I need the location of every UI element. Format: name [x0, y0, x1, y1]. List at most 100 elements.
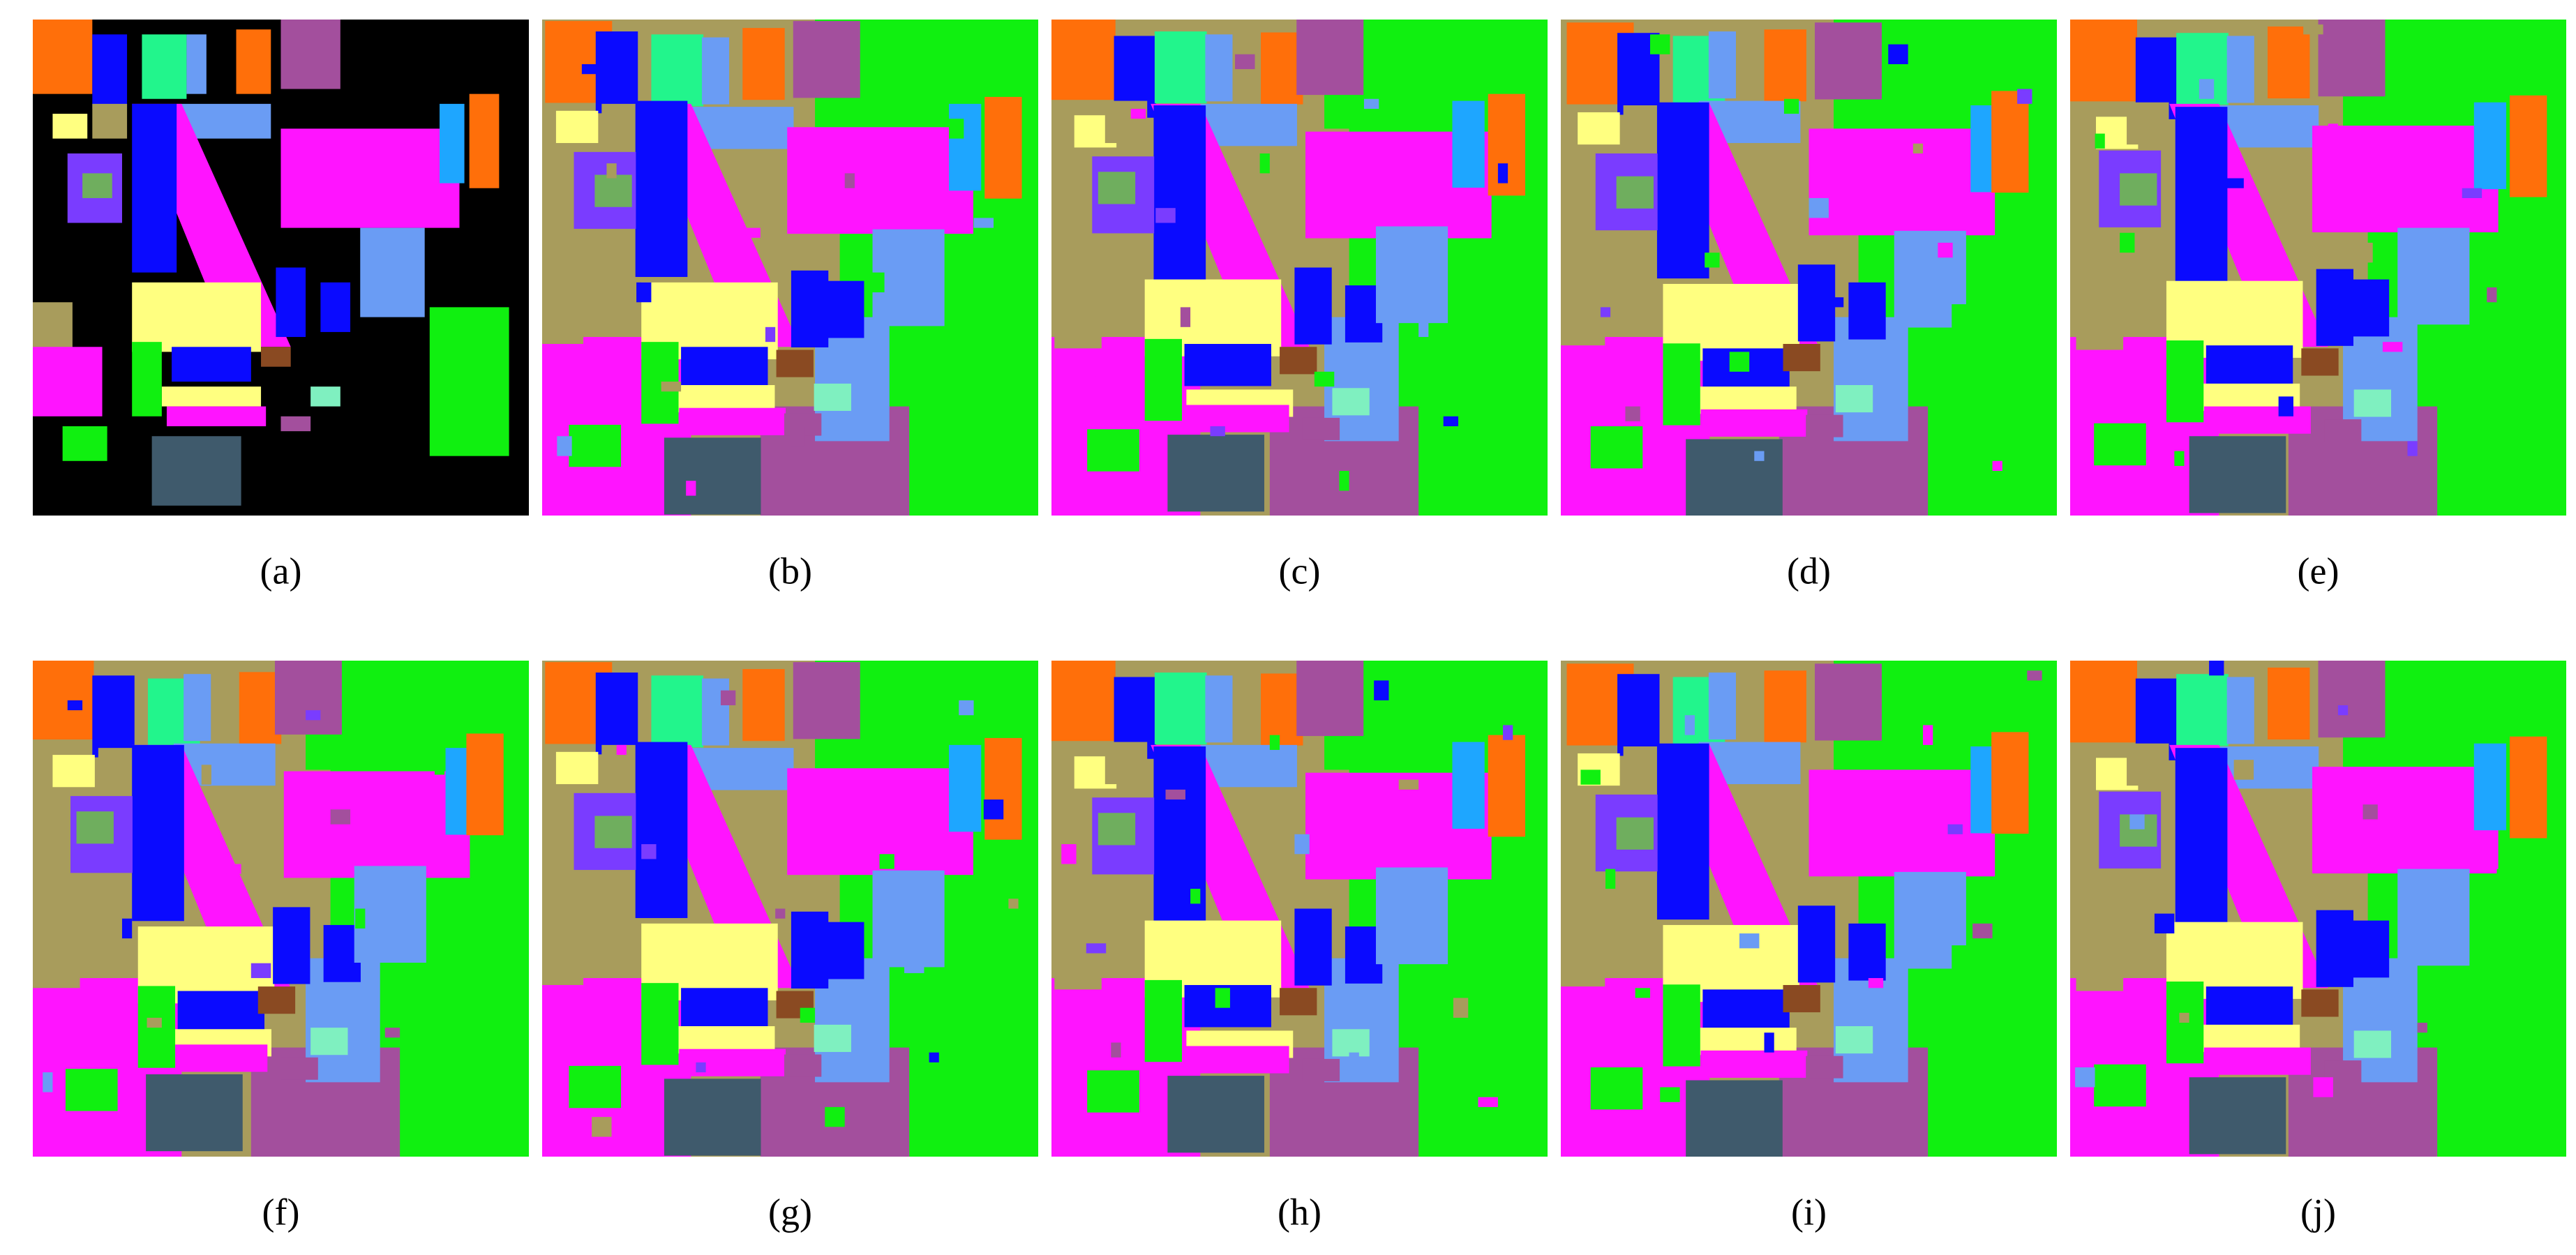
field: [681, 347, 768, 389]
field: [787, 127, 973, 234]
field: [186, 34, 207, 94]
field: [635, 100, 688, 278]
noise: [250, 963, 271, 979]
field: [1809, 769, 1995, 877]
field: [161, 386, 262, 407]
field: [2070, 661, 2137, 743]
field: [668, 385, 775, 413]
noise: [2522, 968, 2537, 984]
noise: [1363, 98, 1379, 109]
noise: [67, 700, 83, 711]
field: [1296, 661, 1364, 737]
field: [360, 227, 425, 317]
field: [1783, 984, 1820, 1013]
field: [52, 114, 88, 139]
field: [1991, 91, 2029, 193]
noise: [765, 326, 776, 343]
field: [429, 307, 509, 456]
classification-map: [1561, 661, 2057, 1157]
noise: [2154, 913, 2175, 934]
panel-label: (f): [262, 1191, 300, 1233]
field: [2353, 1030, 2392, 1058]
field: [1616, 176, 1654, 209]
field: [236, 29, 271, 94]
panel-label: (d): [1787, 550, 1831, 592]
noise: [2129, 814, 2145, 829]
noise: [1314, 371, 1335, 387]
noise: [1635, 988, 1650, 998]
noise: [904, 953, 924, 973]
field: [2324, 419, 2362, 442]
noise: [1130, 108, 1146, 119]
field: [555, 110, 599, 144]
field: [280, 416, 311, 432]
panel-label: (i): [1791, 1191, 1827, 1233]
field: [1809, 128, 1995, 236]
field: [2176, 674, 2229, 746]
noise: [355, 908, 366, 929]
noise: [2174, 451, 2185, 466]
field: [2301, 989, 2339, 1017]
noise: [2278, 396, 2293, 416]
noise: [1349, 1052, 1359, 1068]
field: [2203, 1047, 2311, 1075]
noise: [1061, 844, 1077, 864]
classification-map: [542, 661, 1038, 1157]
noise: [1625, 406, 1640, 421]
field: [1797, 264, 1836, 342]
field: [776, 350, 814, 377]
field: [827, 922, 864, 979]
field: [2509, 95, 2547, 197]
field: [1182, 1046, 1289, 1074]
field: [2473, 102, 2506, 190]
field: [872, 870, 945, 968]
field: [1616, 817, 1654, 850]
noise: [790, 426, 805, 446]
field: [1182, 405, 1289, 433]
field: [1054, 348, 1132, 426]
noise: [1503, 725, 1513, 740]
field: [2312, 767, 2499, 874]
field: [701, 37, 730, 105]
field: [273, 907, 310, 984]
noise: [1235, 54, 1255, 70]
field: [791, 911, 829, 989]
field: [1689, 1028, 1797, 1055]
noise: [1868, 978, 1884, 989]
field: [65, 1069, 118, 1111]
noise: [2120, 232, 2135, 253]
field: [1578, 112, 1620, 145]
noise: [1684, 715, 1695, 735]
field: [1144, 338, 1182, 421]
field: [984, 737, 1022, 840]
noise: [2179, 1012, 2189, 1023]
field: [1952, 945, 2039, 1102]
noise: [2417, 1023, 2427, 1033]
panel-label: (c): [1279, 550, 1321, 592]
field: [595, 672, 638, 755]
noise: [1339, 471, 1349, 491]
field: [440, 103, 465, 183]
noise: [1076, 361, 1096, 377]
noise: [1580, 769, 1601, 785]
noise: [2358, 242, 2373, 263]
noise: [1729, 352, 1750, 372]
field: [1663, 343, 1700, 426]
noise: [929, 1052, 939, 1062]
noise: [2313, 1077, 2333, 1097]
field: [827, 280, 864, 338]
noise: [1923, 725, 1933, 745]
noise: [2259, 859, 2269, 869]
noise: [1155, 208, 1176, 223]
field: [1205, 34, 1233, 102]
field: [1617, 674, 1660, 756]
field: [1261, 32, 1303, 105]
field: [2127, 102, 2169, 145]
noise: [1398, 779, 1419, 790]
field: [691, 107, 794, 149]
field: [466, 733, 504, 836]
field: [52, 755, 95, 788]
noise: [410, 1127, 430, 1142]
field: [2397, 227, 2470, 325]
